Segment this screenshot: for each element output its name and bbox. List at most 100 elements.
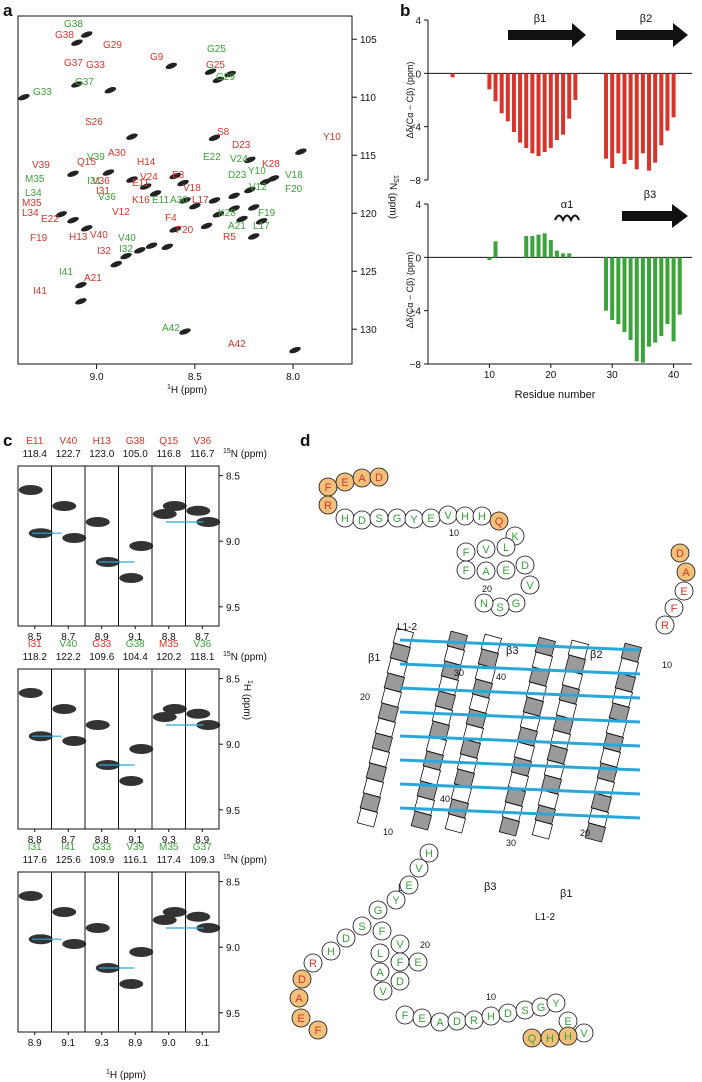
nmr-peak [71, 39, 83, 46]
residue-letter: S [496, 602, 503, 614]
strip-n-unit-label: 15N (ppm) [223, 448, 267, 460]
strip-n-shift: 117.4 [157, 855, 182, 866]
strand-number-20: 20 [360, 692, 370, 702]
peak-label-red: V39 [32, 160, 50, 171]
residue-circle [303, 953, 323, 973]
peak-label-red: I41 [33, 286, 47, 297]
nmr-peak [139, 183, 152, 190]
hydrogen-bond-line [399, 710, 641, 724]
peak-label-red: S26 [85, 117, 103, 128]
panel-label-c: c [3, 431, 12, 450]
residue-circle [476, 539, 496, 559]
residue-letter: E [405, 880, 412, 892]
strip-contour [52, 704, 77, 714]
strip-residue-label: I41 [61, 842, 75, 853]
nmr-peak [120, 252, 132, 260]
strip-contour [85, 517, 110, 527]
panel-b-ylabel-bottom: Δδ(Cα − Cβ) (ppm) [405, 252, 415, 329]
bar-residue-11 [493, 241, 498, 258]
peak-label-green: G25 [207, 44, 226, 55]
nmr-peak [289, 346, 301, 354]
hydrogen-bond-line [399, 782, 641, 796]
nmr-peak [165, 62, 177, 70]
beta3-arrow [622, 204, 688, 228]
bar-residue-31 [616, 73, 621, 154]
peak-label-green: A21 [228, 221, 246, 232]
residue-letter: V [482, 544, 490, 556]
beta1-arrow [508, 23, 586, 47]
strip-residue-label: G38 [126, 436, 145, 447]
y-tick-label: 120 [360, 209, 377, 220]
residue-circle [372, 921, 392, 941]
residue-letter: D [375, 472, 383, 484]
strand-residue-box [444, 813, 466, 834]
peak-label-red: M35 [22, 198, 42, 209]
residue-letter: H [341, 513, 349, 525]
residue-circle [370, 962, 390, 982]
hydrogen-bond-line [399, 638, 641, 652]
panel-c-strip-plots: E11 118.4 8.5 V40 122.7 8.7 H13 123.0 8.9 G38 105.… [17, 436, 267, 1049]
strip-n-unit-label: 15N (ppm) [223, 651, 267, 663]
peak-label-red: I31 [96, 186, 110, 197]
peak-label-red: V18 [183, 183, 201, 194]
residue-letter: K [511, 531, 519, 543]
residue-letter: H [487, 1011, 495, 1023]
peak-label-red: V12 [112, 207, 130, 218]
residue-letter: F [463, 565, 470, 577]
bar-residue-38 [659, 73, 664, 146]
residue-letter: D [453, 1016, 461, 1028]
peak-label-red: S8 [217, 127, 230, 138]
strip-n-shift: 116.8 [157, 449, 182, 460]
nmr-peak [81, 225, 93, 232]
bar-residue-20 [548, 240, 553, 258]
peak-label-green: V12 [249, 182, 267, 193]
nmr-peak [126, 133, 138, 140]
strip-contour [62, 533, 87, 543]
strip-x-tick-label: 9.1 [61, 1038, 75, 1049]
nmr-peak [75, 298, 87, 305]
peak-label-green: I31 [87, 176, 101, 187]
strip-contour [119, 776, 144, 786]
residue-letter: A [376, 967, 384, 979]
y-tick-label: −4 [410, 123, 422, 134]
nmr-peak [208, 197, 221, 204]
bar-residue-40 [671, 73, 676, 118]
residue-letter: V [526, 580, 534, 592]
peak-label-green: F19 [258, 208, 276, 219]
residue-circle [496, 560, 516, 580]
residue-circle [318, 495, 338, 515]
strip-x-tick-label: 9.1 [195, 1038, 209, 1049]
panel-label-b: b [400, 1, 410, 20]
strip-n-unit-label: 15N (ppm) [223, 854, 267, 866]
peak-label-red: R5 [223, 232, 236, 243]
peak-label-green: G29 [216, 72, 235, 83]
residue-letter: D [342, 933, 350, 945]
residue-letter: G [374, 905, 383, 917]
residue-letter: A [295, 993, 303, 1005]
x-tick-label: 30 [607, 370, 619, 381]
strip-contour [85, 923, 110, 933]
nmr-peak [228, 192, 240, 199]
bar-residue-22 [561, 73, 566, 135]
peak-label-green: G33 [33, 87, 52, 98]
bar-residue-30 [610, 73, 615, 168]
strip-y-tick-label: 9.0 [226, 943, 240, 954]
nmr-peak [75, 281, 87, 289]
residue-letter: F [463, 547, 470, 559]
residue-circle [369, 467, 389, 487]
peak-label-green: F20 [285, 184, 303, 195]
strip-n-shift: 117.6 [23, 855, 48, 866]
bar-residue-40 [671, 257, 676, 342]
strip-residue-label: I31 [28, 639, 42, 650]
strip-contour [85, 720, 110, 730]
bar-residue-36 [647, 73, 652, 171]
peak-label-red: E11 [132, 178, 149, 189]
x-tick-label: 8.5 [188, 372, 202, 383]
nmr-peak [161, 243, 174, 251]
strip-residue-label: V40 [59, 436, 77, 447]
strip-contour [196, 720, 221, 730]
residue-letter: V [580, 1028, 588, 1040]
peak-label-red: G33 [86, 60, 105, 71]
strip-contour [186, 505, 211, 516]
